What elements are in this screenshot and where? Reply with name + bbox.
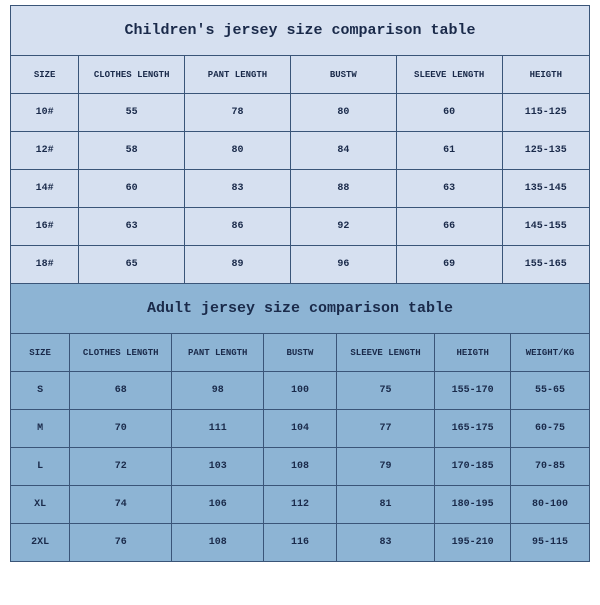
cell: 63 <box>79 208 185 246</box>
cell: 12# <box>11 132 79 170</box>
col-header: PANT LENGTH <box>185 56 291 94</box>
col-header: BUSTW <box>290 56 396 94</box>
adult-title-row: Adult jersey size comparison table <box>11 284 590 334</box>
cell: 60-75 <box>511 410 590 448</box>
table-row: S 68 98 100 75 155-170 55-65 <box>11 372 590 410</box>
cell: 10# <box>11 94 79 132</box>
table-row: M 70 111 104 77 165-175 60-75 <box>11 410 590 448</box>
col-header: CLOTHES LENGTH <box>79 56 185 94</box>
table-row: 12# 58 80 84 61 125-135 <box>11 132 590 170</box>
cell: 70 <box>70 410 172 448</box>
col-header: SLEEVE LENGTH <box>336 334 435 372</box>
cell: 72 <box>70 448 172 486</box>
adult-size-table: Adult jersey size comparison table SIZE … <box>10 283 590 562</box>
cell: 95-115 <box>511 524 590 562</box>
table-row: 18# 65 89 96 69 155-165 <box>11 246 590 284</box>
cell: 106 <box>172 486 264 524</box>
col-header: SLEEVE LENGTH <box>396 56 502 94</box>
cell: 68 <box>70 372 172 410</box>
cell: 80 <box>185 132 291 170</box>
cell: 116 <box>264 524 336 562</box>
cell: 55-65 <box>511 372 590 410</box>
cell: 92 <box>290 208 396 246</box>
cell: 112 <box>264 486 336 524</box>
cell: 2XL <box>11 524 70 562</box>
table-row: 2XL 76 108 116 83 195-210 95-115 <box>11 524 590 562</box>
cell: L <box>11 448 70 486</box>
cell: 155-170 <box>435 372 511 410</box>
cell: 79 <box>336 448 435 486</box>
children-header-row: SIZE CLOTHES LENGTH PANT LENGTH BUSTW SL… <box>11 56 590 94</box>
table-row: 10# 55 78 80 60 115-125 <box>11 94 590 132</box>
cell: 125-135 <box>502 132 589 170</box>
cell: 104 <box>264 410 336 448</box>
col-header: HEIGTH <box>502 56 589 94</box>
cell: M <box>11 410 70 448</box>
table-row: 16# 63 86 92 66 145-155 <box>11 208 590 246</box>
col-header: SIZE <box>11 56 79 94</box>
cell: 14# <box>11 170 79 208</box>
cell: 195-210 <box>435 524 511 562</box>
cell: 84 <box>290 132 396 170</box>
children-title-row: Children's jersey size comparison table <box>11 6 590 56</box>
col-header: SIZE <box>11 334 70 372</box>
cell: 61 <box>396 132 502 170</box>
cell: 77 <box>336 410 435 448</box>
cell: 83 <box>336 524 435 562</box>
cell: 18# <box>11 246 79 284</box>
cell: 103 <box>172 448 264 486</box>
cell: 180-195 <box>435 486 511 524</box>
cell: 100 <box>264 372 336 410</box>
cell: 81 <box>336 486 435 524</box>
cell: 80-100 <box>511 486 590 524</box>
col-header: WEIGHT/KG <box>511 334 590 372</box>
cell: 69 <box>396 246 502 284</box>
col-header: CLOTHES LENGTH <box>70 334 172 372</box>
cell: 89 <box>185 246 291 284</box>
cell: 83 <box>185 170 291 208</box>
cell: 86 <box>185 208 291 246</box>
cell: 76 <box>70 524 172 562</box>
cell: 170-185 <box>435 448 511 486</box>
cell: 111 <box>172 410 264 448</box>
col-header: PANT LENGTH <box>172 334 264 372</box>
cell: 78 <box>185 94 291 132</box>
children-size-table: Children's jersey size comparison table … <box>10 5 590 284</box>
cell: 60 <box>79 170 185 208</box>
table-row: 14# 60 83 88 63 135-145 <box>11 170 590 208</box>
col-header: BUSTW <box>264 334 336 372</box>
adult-title: Adult jersey size comparison table <box>11 284 590 334</box>
cell: 66 <box>396 208 502 246</box>
cell: 74 <box>70 486 172 524</box>
cell: 108 <box>172 524 264 562</box>
cell: 145-155 <box>502 208 589 246</box>
cell: 65 <box>79 246 185 284</box>
cell: S <box>11 372 70 410</box>
cell: 80 <box>290 94 396 132</box>
col-header: HEIGTH <box>435 334 511 372</box>
cell: 58 <box>79 132 185 170</box>
cell: XL <box>11 486 70 524</box>
cell: 16# <box>11 208 79 246</box>
cell: 165-175 <box>435 410 511 448</box>
table-row: L 72 103 108 79 170-185 70-85 <box>11 448 590 486</box>
cell: 88 <box>290 170 396 208</box>
cell: 135-145 <box>502 170 589 208</box>
cell: 155-165 <box>502 246 589 284</box>
cell: 70-85 <box>511 448 590 486</box>
cell: 63 <box>396 170 502 208</box>
adult-header-row: SIZE CLOTHES LENGTH PANT LENGTH BUSTW SL… <box>11 334 590 372</box>
table-row: XL 74 106 112 81 180-195 80-100 <box>11 486 590 524</box>
cell: 108 <box>264 448 336 486</box>
cell: 115-125 <box>502 94 589 132</box>
cell: 96 <box>290 246 396 284</box>
children-title: Children's jersey size comparison table <box>11 6 590 56</box>
cell: 60 <box>396 94 502 132</box>
cell: 55 <box>79 94 185 132</box>
cell: 75 <box>336 372 435 410</box>
cell: 98 <box>172 372 264 410</box>
